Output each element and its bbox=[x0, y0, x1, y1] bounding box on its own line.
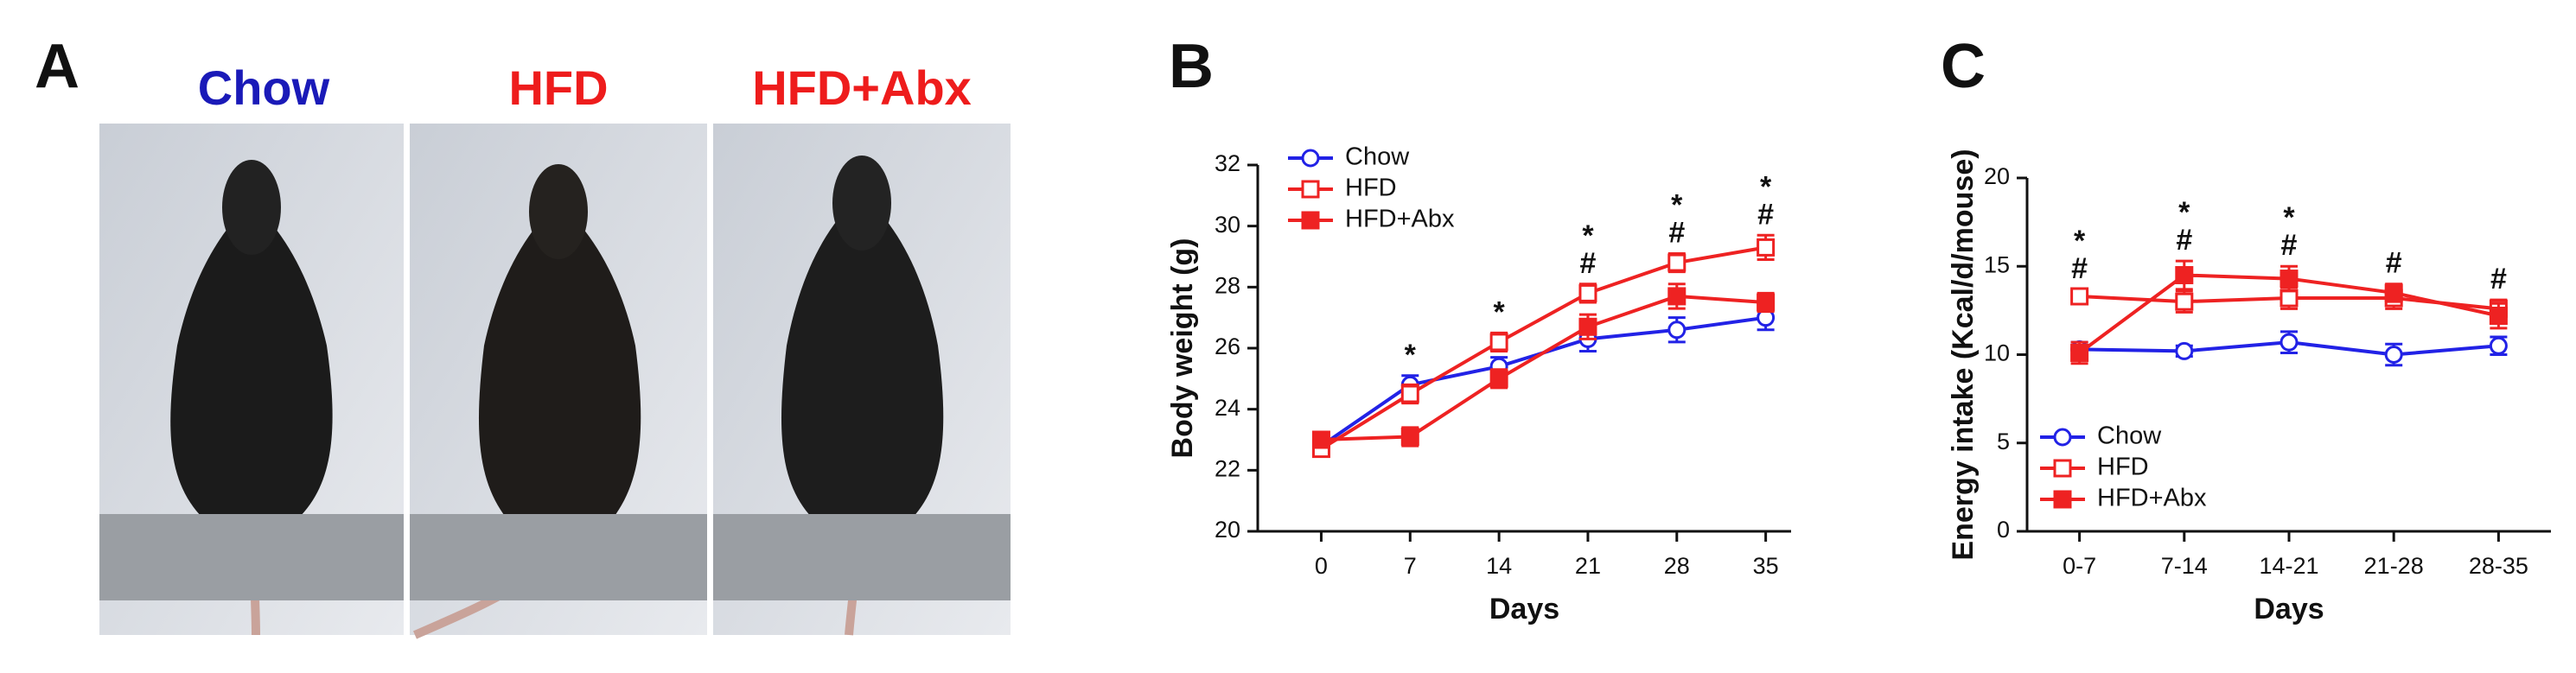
photo bbox=[410, 124, 707, 639]
significance-mark: * bbox=[1760, 170, 1772, 203]
y-axis-label: Energy intake (Kcal/d/mouse) bbox=[1947, 149, 1980, 560]
x-tick-label: 14-21 bbox=[2259, 553, 2318, 579]
series-line bbox=[1320, 315, 1766, 448]
series-line bbox=[1321, 294, 1766, 441]
legend-marker bbox=[2053, 459, 2072, 478]
x-tick-label: 28-35 bbox=[2469, 553, 2528, 579]
marker bbox=[2280, 289, 2299, 308]
marker bbox=[1757, 238, 1776, 257]
y-tick-label: 32 bbox=[1215, 150, 1240, 176]
marker bbox=[2175, 341, 2194, 360]
significance-mark: # bbox=[2490, 263, 2507, 295]
significance-mark: # bbox=[2071, 252, 2088, 285]
y-tick-label: 20 bbox=[1984, 163, 2010, 189]
x-axis-label: Days bbox=[2254, 593, 2324, 625]
x-tick-label: 0-7 bbox=[2063, 553, 2096, 579]
marker bbox=[2384, 346, 2403, 364]
x-tick-label: 7 bbox=[1404, 553, 1417, 579]
x-tick-label: 21-28 bbox=[2364, 553, 2424, 579]
significance-mark: * bbox=[1405, 339, 1417, 371]
x-tick-label: 7-14 bbox=[2161, 553, 2208, 579]
significance-mark: * bbox=[1671, 188, 1683, 221]
marker bbox=[2175, 265, 2194, 284]
marker bbox=[1578, 317, 1597, 336]
y-tick-label: 26 bbox=[1215, 333, 1240, 359]
y-tick-label: 22 bbox=[1215, 455, 1240, 481]
x-tick-label: 35 bbox=[1753, 553, 1779, 579]
marker bbox=[1667, 287, 1687, 306]
marker bbox=[1667, 321, 1687, 340]
marker bbox=[1667, 253, 1687, 272]
y-tick-label: 28 bbox=[1215, 272, 1240, 298]
y-tick-label: 15 bbox=[1984, 251, 2010, 277]
series-line bbox=[1320, 245, 1766, 451]
marker bbox=[1400, 427, 1419, 446]
marker bbox=[2489, 307, 2508, 326]
legend-marker bbox=[2053, 428, 2072, 447]
significance-mark: # bbox=[2386, 247, 2402, 280]
x-tick-label: 14 bbox=[1486, 553, 1512, 579]
x-axis-label: Days bbox=[1489, 593, 1559, 625]
legend-label: HFD+Abx bbox=[2097, 485, 2207, 512]
legend-marker bbox=[2053, 490, 2072, 509]
photo-label: Chow bbox=[198, 60, 330, 115]
marker bbox=[2384, 283, 2403, 302]
significance-mark: * bbox=[1494, 295, 1506, 328]
y-tick-label: 24 bbox=[1215, 395, 1240, 421]
marker bbox=[1578, 283, 1597, 302]
legend-label: HFD bbox=[1345, 175, 1397, 202]
panel-label: A bbox=[35, 32, 80, 101]
y-tick-label: 30 bbox=[1215, 212, 1240, 238]
significance-mark: # bbox=[1668, 216, 1685, 249]
marker bbox=[1489, 333, 1508, 352]
photo-label: HFD+Abx bbox=[752, 60, 972, 115]
marker bbox=[2489, 336, 2508, 355]
x-tick-label: 0 bbox=[1315, 553, 1328, 579]
significance-mark: * bbox=[2178, 196, 2190, 229]
x-tick-label: 28 bbox=[1664, 553, 1690, 579]
y-axis-label: Body weight (g) bbox=[1166, 238, 1199, 459]
panel-label: C bbox=[1941, 32, 1986, 101]
legend-marker bbox=[1301, 149, 1320, 168]
legend-marker bbox=[1301, 211, 1320, 230]
significance-mark: # bbox=[2281, 229, 2298, 262]
significance-mark: # bbox=[1579, 247, 1596, 280]
y-tick-label: 10 bbox=[1984, 340, 2010, 366]
y-tick-label: 20 bbox=[1215, 517, 1240, 543]
significance-mark: # bbox=[1757, 198, 1774, 231]
legend-label: Chow bbox=[1345, 143, 1410, 171]
marker bbox=[2070, 343, 2089, 362]
legend-label: Chow bbox=[2097, 422, 2162, 450]
marker bbox=[1311, 430, 1330, 449]
y-tick-label: 0 bbox=[1997, 517, 2010, 543]
photo-label: HFD bbox=[508, 60, 608, 115]
marker bbox=[2280, 333, 2299, 352]
significance-mark: # bbox=[2176, 224, 2192, 257]
x-tick-label: 21 bbox=[1575, 553, 1601, 579]
marker bbox=[1489, 369, 1508, 388]
marker bbox=[2280, 270, 2299, 289]
significance-mark: * bbox=[2283, 201, 2295, 234]
significance-mark: * bbox=[1582, 219, 1594, 252]
photo bbox=[99, 124, 404, 636]
panel-label: B bbox=[1169, 32, 1214, 101]
photo-panel bbox=[99, 124, 1011, 639]
legend-label: HFD bbox=[2097, 454, 2149, 481]
legend-label: HFD+Abx bbox=[1345, 206, 1455, 233]
legend-marker bbox=[1301, 180, 1320, 199]
marker bbox=[2175, 292, 2194, 311]
marker bbox=[1400, 384, 1419, 403]
photo bbox=[713, 124, 1011, 636]
marker bbox=[2070, 287, 2089, 306]
y-tick-label: 5 bbox=[1997, 429, 2010, 454]
marker bbox=[1757, 293, 1776, 312]
significance-mark: * bbox=[2074, 225, 2086, 257]
